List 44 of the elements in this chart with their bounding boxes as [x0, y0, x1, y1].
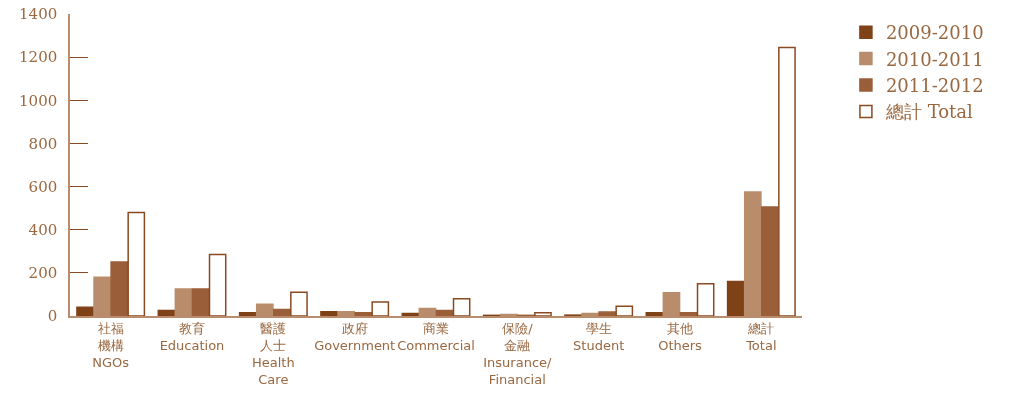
x-tick-label: 商業 Commercial: [397, 321, 475, 354]
bar: [435, 309, 454, 316]
bar: [110, 261, 129, 316]
bar: [726, 280, 745, 316]
bar: [679, 312, 698, 316]
bar: [615, 305, 634, 316]
bar: [320, 310, 338, 316]
bar: [273, 308, 291, 316]
y-tick-label: 200: [28, 264, 58, 283]
y-tick-label: 600: [28, 177, 58, 196]
bar: [778, 46, 796, 316]
bar: [598, 311, 617, 316]
legend-label: 2011-2012: [885, 75, 984, 97]
legend-label: 2010-2011: [885, 48, 984, 70]
bar: [371, 301, 390, 316]
bar: [157, 309, 176, 316]
x-tick-label: 保險/金融 Insurance/ Financial: [483, 321, 553, 388]
bar: [290, 291, 308, 316]
bar: [354, 312, 373, 316]
bar: [76, 306, 94, 316]
legend-label: 總計 Total: [884, 101, 974, 123]
x-tick-label: 教育 Education: [159, 321, 225, 354]
legend-label: 2009-2010: [885, 22, 984, 44]
x-tick-label: 社福機構 NGOs: [92, 321, 130, 371]
y-tick-label: 1400: [19, 5, 58, 24]
bar: [127, 211, 146, 316]
y-tick-label: 800: [28, 134, 58, 153]
bar: [191, 288, 210, 316]
bar: [238, 312, 257, 316]
y-tick-label: 1000: [19, 91, 58, 110]
y-tick-label: 0: [47, 307, 58, 326]
x-tick-label: 學生 Student: [573, 321, 625, 354]
bar: [208, 253, 227, 316]
x-tick-label: 政府 Government: [314, 321, 396, 354]
x-tick-label: 醫護人士 Health Care: [251, 321, 295, 388]
y-tick-label: 1200: [19, 48, 58, 67]
bar: [696, 282, 715, 316]
bar: [645, 312, 664, 316]
x-tick-label: 總計 Total: [745, 321, 777, 354]
bar: [761, 206, 779, 316]
bar: [452, 297, 471, 316]
bar: [534, 312, 552, 316]
x-tick-label: 其他 Others: [658, 321, 703, 354]
y-tick-label: 400: [28, 220, 58, 239]
